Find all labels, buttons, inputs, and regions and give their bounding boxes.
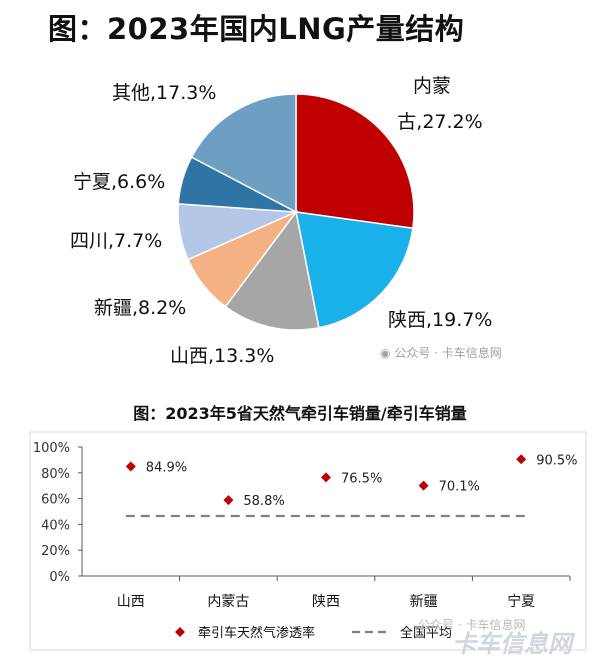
pie-slice-2 [224,210,320,331]
data-label-2: 76.5% [341,471,382,486]
pie-label-0-line2: 古,27.2% [397,111,482,133]
watermark-label: 公众号 · 卡车信息网 [394,346,502,360]
x-tick-label: 陕西 [312,594,340,610]
data-label-0: 84.9% [146,460,187,475]
data-label-1: 58.8% [243,494,284,509]
wechat-icon: ◉ [380,346,391,360]
data-label-4: 90.5% [536,453,577,468]
y-tick-label: 100% [33,441,70,456]
pie-label-1: 陕西,19.7% [388,309,492,331]
data-label-3: 70.1% [439,480,480,495]
pie-label-0-line1: 内蒙 [413,75,451,97]
legend-marker-penetration [175,627,185,637]
pie-label-5: 宁夏,6.6% [73,171,165,193]
y-tick-label: 0% [49,570,70,585]
pie-chart-title: 图：2023年国内LNG产量结构 [48,12,465,46]
x-tick-label: 内蒙古 [207,594,249,610]
pie-chart: 内蒙古,27.2% 陕西,19.7% 山西,13.3% 新疆,8.2% 四川,7.7% 宁… [70,75,492,367]
x-tick-label: 山西 [117,594,145,610]
scatter-chart-title: 图：2023年5省天然气牵引车销量/牵引车销量 [133,404,467,423]
watermark-logo: 卡车信息网 [452,630,572,658]
x-tick-label: 新疆 [410,594,438,610]
data-point-4 [516,454,527,465]
y-tick-label: 40% [41,518,70,533]
pie-label-4: 四川,7.7% [70,230,162,252]
pie-label-6: 其他,17.3% [112,82,216,104]
pie-slice-0 [295,93,415,230]
y-tick-label: 60% [41,493,70,508]
watermark-text: ◉ 公众号 · 卡车信息网 [380,344,502,361]
watermark-text-bottom: 公众号 · 卡车信息网 [418,618,526,632]
data-point-0 [125,461,136,472]
pie-label-2: 山西,13.3% [170,345,274,367]
y-tick-label: 80% [41,467,70,482]
pie-label-3: 新疆,8.2% [94,297,186,319]
data-point-3 [418,480,429,491]
legend-label-penetration: 牵引车天然气渗透率 [198,625,315,641]
y-tick-label: 20% [41,544,70,559]
data-point-2 [321,472,331,483]
pie-slice-6 [190,93,297,214]
legend-label-average: 全国平均 [400,625,452,641]
x-tick-label: 宁夏 [507,593,535,610]
scatter-frame [29,431,587,651]
data-point-1 [223,495,234,506]
pie-slice-1 [295,211,414,329]
